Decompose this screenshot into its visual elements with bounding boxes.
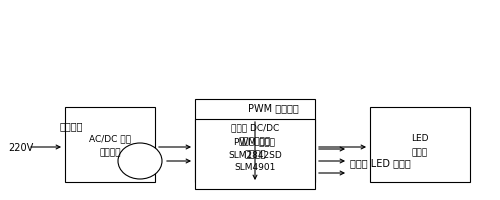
Text: LED: LED bbox=[411, 133, 429, 142]
Text: 220V: 220V bbox=[8, 142, 33, 152]
Text: 日光灯: 日光灯 bbox=[412, 147, 428, 156]
Text: 光敏元件: 光敏元件 bbox=[60, 120, 84, 130]
Text: PWM 调光信: PWM 调光信 bbox=[234, 137, 276, 146]
Bar bbox=[195, 119, 315, 189]
Bar bbox=[370, 107, 470, 182]
Text: 可调光 DC/DC: 可调光 DC/DC bbox=[231, 122, 279, 131]
Text: AC/DC 恒压: AC/DC 恒压 bbox=[89, 133, 131, 142]
Text: SLM2842SD: SLM2842SD bbox=[228, 150, 282, 159]
Text: PWM 调光信号: PWM 调光信号 bbox=[248, 102, 299, 112]
Ellipse shape bbox=[118, 143, 162, 179]
Text: SLM4901: SLM4901 bbox=[234, 163, 276, 172]
Text: 至其他 LED 日光灯: 至其他 LED 日光灯 bbox=[350, 157, 411, 167]
Bar bbox=[195, 100, 315, 182]
Text: 开关电源: 开关电源 bbox=[99, 147, 121, 156]
Bar bbox=[65, 107, 155, 182]
Text: 恒流驱动电源: 恒流驱动电源 bbox=[239, 136, 271, 145]
Text: 号发生器: 号发生器 bbox=[244, 150, 266, 159]
